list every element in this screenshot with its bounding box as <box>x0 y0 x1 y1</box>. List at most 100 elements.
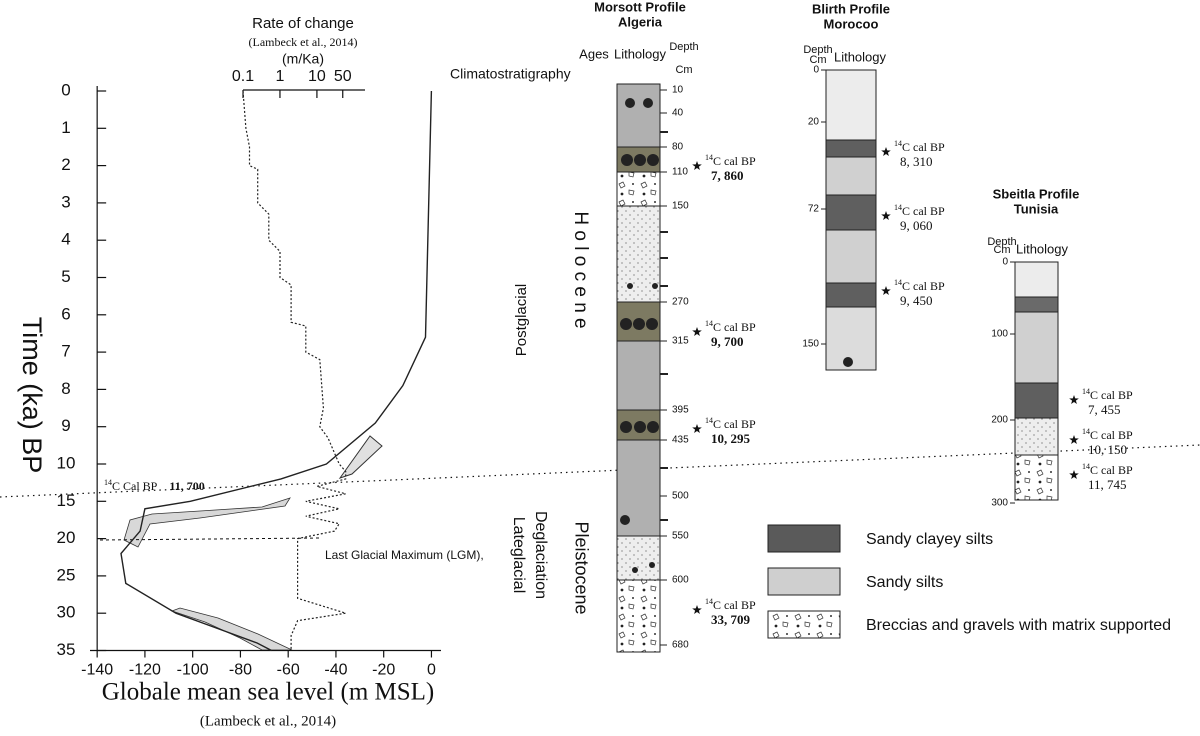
legend-label: Sandy clayey silts <box>866 531 993 548</box>
c14-date: 33, 709 <box>711 612 751 627</box>
c14-star <box>881 286 891 295</box>
x-tick-label: -40 <box>324 662 347 679</box>
depth-label: 200 <box>991 415 1008 426</box>
profile-unit: Cm <box>809 54 826 66</box>
profile-country: Morocoo <box>824 16 879 31</box>
c14-text: C cal BP <box>902 279 945 293</box>
postglacial: Postglacial <box>513 284 530 357</box>
c14-star <box>1069 435 1079 444</box>
y-tick-label: 10 <box>57 453 76 472</box>
x-axis-source: (Lambeck et al., 2014) <box>200 713 336 729</box>
rate-title: Rate of change <box>252 15 354 32</box>
depth-label: 395 <box>672 405 689 416</box>
depth-label: 80 <box>672 142 684 153</box>
c14-date: 8, 310 <box>900 154 933 169</box>
c14-star <box>1069 470 1079 479</box>
c14-label: 14C cal BP <box>894 278 945 293</box>
c14-sup: 14 <box>705 416 713 425</box>
depth-label: 500 <box>672 491 689 502</box>
c14-date: 10, 295 <box>711 431 751 446</box>
x-tick-label: -20 <box>372 662 395 679</box>
depth-label: 300 <box>991 498 1008 509</box>
x-tick-label: -140 <box>81 662 113 679</box>
y-tick-label: 0 <box>61 80 70 99</box>
climatostratigraphy: Climatostratigraphy <box>450 66 571 82</box>
y-tick-label: 25 <box>57 565 76 584</box>
lateglacial: Lateglacial <box>510 517 527 594</box>
uncertainty-arrow <box>338 435 383 479</box>
depth-label: 550 <box>672 531 689 542</box>
depth-label: 150 <box>802 339 819 350</box>
c14-star <box>692 161 702 170</box>
rate-tick-label: 10 <box>308 68 326 85</box>
profile-country: Algeria <box>618 14 663 29</box>
legend-swatch <box>767 524 841 553</box>
lgm-label: Last Glacial Maximum (LGM), <box>325 548 484 562</box>
y-tick-label: 6 <box>61 304 70 323</box>
c14-text: C Cal BP <box>112 479 158 493</box>
c14-star <box>881 147 891 156</box>
rate-tick-label: 0.1 <box>232 68 254 85</box>
c14-sup: 14 <box>104 478 112 487</box>
legend-label: Sandy silts <box>866 574 943 591</box>
depth-label: 680 <box>672 640 689 651</box>
depth-label: 72 <box>808 204 820 215</box>
c14-text: C cal BP <box>902 204 945 218</box>
depth-label: 110 <box>672 167 688 178</box>
c14-date: 9, 060 <box>900 218 933 233</box>
c14-label: 14C cal BP <box>705 597 756 612</box>
c14-sup: 14 <box>894 139 902 148</box>
y-tick-label: 8 <box>61 379 70 398</box>
sea-level-line <box>120 90 433 652</box>
rate-tick-label: 50 <box>334 68 352 85</box>
y-axis-title: Time (ka) BP <box>17 317 47 474</box>
lgm-line <box>99 537 323 541</box>
profile-header: Lithology <box>834 49 887 64</box>
depth-label: 0 <box>1002 257 1008 268</box>
c14-date: 7, 455 <box>1088 402 1121 417</box>
depth-label: 270 <box>672 297 689 308</box>
depth-label: 315 <box>672 336 689 347</box>
profile-header: Depth <box>987 236 1016 248</box>
c14-label: 14C cal BP <box>1082 427 1133 442</box>
y-tick-label: 5 <box>61 267 70 286</box>
x-tick-label: 0 <box>427 662 436 679</box>
c14-sup: 14 <box>894 278 902 287</box>
c14-text: C cal BP <box>713 417 756 431</box>
morsott-column <box>616 83 668 653</box>
holocene: H o l o c e n e <box>570 211 591 328</box>
c14-star <box>692 327 702 336</box>
profile-header: Depth <box>803 44 832 56</box>
y-tick-label: 35 <box>57 640 76 659</box>
profile-title: Sbeitla Profile <box>993 186 1080 201</box>
rate-source: (Lambeck et al., 2014) <box>249 35 358 49</box>
x-tick-label: -100 <box>177 662 209 679</box>
c14-text: C cal BP <box>902 140 945 154</box>
depth-label: 20 <box>808 117 820 128</box>
c14-date: 11, 745 <box>1088 477 1127 492</box>
sbeitla-column <box>1014 261 1059 501</box>
c14-label: 14C cal BP <box>705 319 756 334</box>
c14-date: 7, 860 <box>711 168 744 183</box>
rate-unit: (m/Ka) <box>282 51 324 67</box>
depth-label: 600 <box>672 575 689 586</box>
c14-date: 10, 150 <box>1088 442 1127 457</box>
y-tick-label: 2 <box>61 155 70 174</box>
c14-text: C cal BP <box>1090 388 1133 402</box>
c14-age: 11, 700 <box>169 479 204 493</box>
depth-label: 0 <box>813 65 819 76</box>
y-tick-label: 1 <box>61 118 70 137</box>
c14-label: 14C cal BP <box>894 139 945 154</box>
c14-text: C cal BP <box>713 154 756 168</box>
profile-header: Lithology <box>614 46 667 61</box>
y-tick-label: 3 <box>61 192 70 211</box>
depth-label: 10 <box>672 85 684 96</box>
c14-text: C cal BP <box>713 598 756 612</box>
y-tick-label: 15 <box>57 491 76 510</box>
depth-label: 40 <box>672 108 684 119</box>
x-axis-title: Globale mean sea level (m MSL) <box>102 679 435 706</box>
c14-sup: 14 <box>705 153 713 162</box>
deglaciation: Deglaciation <box>532 511 549 599</box>
profile-country: Tunisia <box>1014 201 1059 216</box>
